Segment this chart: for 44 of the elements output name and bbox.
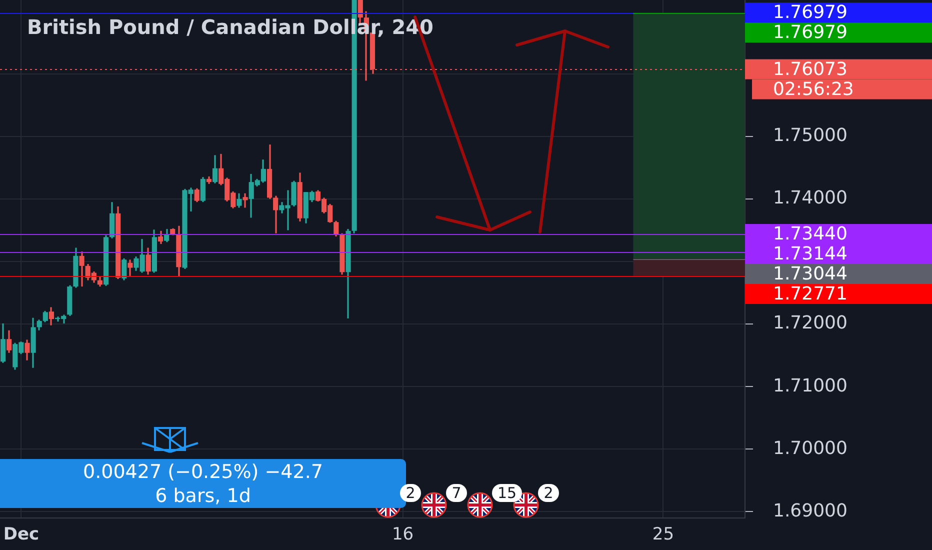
candlestick <box>6 330 12 354</box>
annotation: 7 <box>446 484 467 502</box>
annotation: 6 bars, 1d <box>154 484 252 508</box>
y-tick-label: 1.74000 <box>773 188 848 209</box>
candlestick <box>42 310 48 323</box>
ref-line-label: 1.72771 <box>773 284 848 305</box>
candlestick <box>194 188 200 203</box>
annotation: 15 <box>492 484 522 502</box>
candlestick <box>128 258 133 277</box>
candlestick <box>146 246 151 276</box>
x-tick-label: 25 <box>652 524 674 545</box>
y-tick-label: 1.70000 <box>773 438 848 459</box>
ref-line-label: 1.76979 <box>773 22 848 44</box>
candlestick <box>97 276 102 288</box>
annotation: 2 <box>538 484 559 502</box>
candlestick <box>291 180 296 208</box>
y-tick-label: 1.72000 <box>773 312 848 334</box>
candlestick <box>200 176 206 203</box>
x-tick-label: Dec <box>3 524 40 545</box>
ref-line-label: 1.73144 <box>773 244 848 265</box>
candlestick <box>36 318 42 332</box>
candlestick <box>48 306 54 326</box>
candlestick <box>334 220 339 238</box>
candlestick <box>110 201 115 240</box>
text: 02:56:23 <box>773 78 854 100</box>
candlestick <box>122 258 127 282</box>
candlestick <box>273 195 278 234</box>
candlestick <box>242 192 248 208</box>
ref-line-label: 1.73044 <box>773 264 848 285</box>
y-tick-label: 1.75000 <box>773 125 848 146</box>
ref-line-label: 1.76979 <box>773 2 848 24</box>
candlestick <box>24 338 30 362</box>
candlestick <box>79 250 84 288</box>
candlestick <box>236 192 242 208</box>
y-tick-label: 1.69000 <box>773 500 848 522</box>
annotation: 2 <box>400 484 421 502</box>
candlestick <box>212 154 218 184</box>
candlestick <box>158 230 164 245</box>
annotation: 0.00427 (−0.25%) −42.7 <box>82 460 324 484</box>
ref-line-label: 1.73440 <box>773 224 848 245</box>
ref-line-label: 1.76073 <box>773 58 848 80</box>
y-tick-label: 1.71000 <box>773 375 848 396</box>
candlestick <box>0 322 6 364</box>
x-tick-label: 16 <box>392 524 414 545</box>
